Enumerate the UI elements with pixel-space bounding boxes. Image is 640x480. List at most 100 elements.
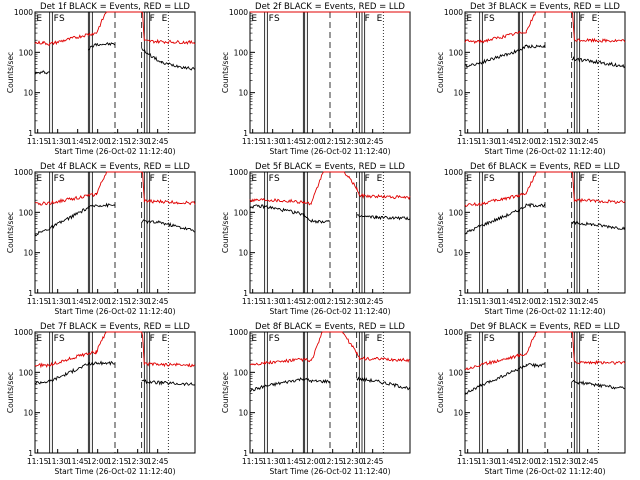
x-tick-label: 12:30 (127, 297, 149, 306)
event-label: E (466, 334, 472, 344)
event-label: F (269, 334, 274, 344)
x-tick-label: 11:30 (262, 137, 284, 146)
x-tick-label: 11:45 (67, 137, 89, 146)
event-label: E (592, 14, 598, 24)
x-axis-label: Start Time (26-Oct-02 11:12:40) (484, 147, 605, 156)
x-tick-label: 11:30 (47, 457, 69, 466)
x-tick-label: 12:15 (537, 297, 559, 306)
event-label: S (59, 14, 65, 24)
y-tick-label: 1 (243, 129, 248, 138)
y-tick-label: 10 (238, 249, 248, 258)
x-axis-label: Start Time (26-Oct-02 11:12:40) (54, 147, 175, 156)
event-label: E (251, 334, 257, 344)
x-tick-label: 12:15 (537, 137, 559, 146)
series-line-lld (34, 331, 196, 369)
y-tick-label: 100 (234, 208, 249, 217)
event-label: E (36, 334, 42, 344)
x-tick-label: 12:30 (127, 137, 149, 146)
y-tick-label: 10 (453, 249, 463, 258)
event-label: F (150, 174, 155, 184)
x-tick-label: 12:30 (557, 297, 579, 306)
series-line-lld (34, 171, 196, 206)
event-label: E (466, 174, 472, 184)
x-tick-label: 12:15 (322, 137, 344, 146)
series-line-lld (34, 11, 196, 46)
event-label: E (466, 14, 472, 24)
x-tick-label: 12:15 (537, 457, 559, 466)
series-line-events (34, 360, 196, 387)
x-tick-label: 11:15 (27, 457, 49, 466)
y-tick-label: 10 (23, 249, 33, 258)
panel-title: Det 1f BLACK = Events, RED = LLD (40, 2, 190, 12)
series-line-events (464, 362, 626, 396)
x-tick-label: 12:15 (107, 137, 129, 146)
panel-title: Det 3f BLACK = Events, RED = LLD (470, 2, 620, 12)
x-tick-label: 11:45 (67, 457, 89, 466)
event-label: S (274, 174, 280, 184)
detector-panel-1: Det 1f BLACK = Events, RED = LLD 1 10 100 10… (6, 2, 196, 156)
x-tick-label: 12:00 (87, 137, 109, 146)
panel-title: Det 2f BLACK = Events, RED = LLD (255, 2, 405, 12)
y-axis-label: Counts/sec (436, 212, 445, 253)
event-label: F (54, 334, 59, 344)
x-tick-label: 11:15 (27, 297, 49, 306)
x-tick-label: 11:45 (282, 297, 304, 306)
y-tick-label: 1000 (444, 8, 463, 17)
x-axis-label: Start Time (26-Oct-02 11:12:40) (54, 467, 175, 476)
series-line-lld (464, 11, 626, 44)
y-tick-label: 10 (23, 409, 33, 418)
event-label: E (251, 14, 257, 24)
y-tick-label: 1 (243, 289, 248, 298)
x-tick-label: 12:30 (557, 457, 579, 466)
detector-panel-2: Det 2f BLACK = Events, RED = LLD 1 10 100 10… (221, 2, 411, 156)
x-tick-label: 12:15 (107, 457, 129, 466)
event-label: F (484, 14, 489, 24)
x-tick-label: 12:45 (362, 137, 384, 146)
x-tick-label: 11:30 (477, 457, 499, 466)
y-tick-label: 100 (449, 208, 464, 217)
y-tick-label: 100 (234, 368, 249, 377)
panel-title: Det 4f BLACK = Events, RED = LLD (40, 162, 190, 172)
y-tick-label: 100 (19, 208, 34, 217)
y-axis-label: Counts/sec (436, 372, 445, 413)
y-axis-label: Counts/sec (436, 52, 445, 93)
y-axis-label: Counts/sec (6, 372, 15, 413)
event-label: F (54, 174, 59, 184)
x-tick-label: 12:00 (302, 137, 324, 146)
x-tick-label: 11:30 (262, 297, 284, 306)
y-tick-label: 10 (453, 409, 463, 418)
y-tick-label: 1000 (14, 328, 33, 337)
x-tick-label: 11:45 (497, 457, 519, 466)
x-tick-label: 11:30 (477, 297, 499, 306)
x-tick-label: 12:30 (342, 457, 364, 466)
x-tick-label: 12:30 (342, 137, 364, 146)
x-tick-label: 11:30 (262, 457, 284, 466)
y-tick-label: 10 (238, 89, 248, 98)
series-line-lld (464, 171, 626, 207)
detector-panel-8: Det 8f BLACK = Events, RED = LLD 1 10 100 10… (221, 322, 411, 476)
x-tick-label: 12:00 (87, 457, 109, 466)
event-label: F (580, 14, 585, 24)
detector-panel-3: Det 3f BLACK = Events, RED = LLD 1 10 100 10… (436, 2, 626, 156)
x-axis-label: Start Time (26-Oct-02 11:12:40) (54, 307, 175, 316)
y-axis-label: Counts/sec (221, 52, 230, 93)
x-tick-label: 12:00 (517, 137, 539, 146)
x-tick-label: 12:45 (577, 297, 599, 306)
panel-title: Det 9f BLACK = Events, RED = LLD (470, 322, 620, 332)
event-label: E (251, 174, 257, 184)
event-label: F (580, 174, 585, 184)
detector-panel-7: Det 7f BLACK = Events, RED = LLD 1 10 100 10… (6, 322, 196, 476)
detector-panel-6: Det 6f BLACK = Events, RED = LLD 1 10 100 10… (436, 162, 626, 316)
y-tick-label: 1000 (444, 168, 463, 177)
y-tick-label: 1000 (229, 8, 248, 17)
y-axis-label: Counts/sec (221, 212, 230, 253)
event-label: E (36, 14, 42, 24)
y-tick-label: 1000 (229, 328, 248, 337)
x-tick-label: 11:30 (47, 297, 69, 306)
y-tick-label: 100 (19, 368, 34, 377)
event-label: E (592, 174, 598, 184)
x-tick-label: 12:45 (577, 137, 599, 146)
y-tick-label: 100 (19, 48, 34, 57)
event-label: F (150, 334, 155, 344)
